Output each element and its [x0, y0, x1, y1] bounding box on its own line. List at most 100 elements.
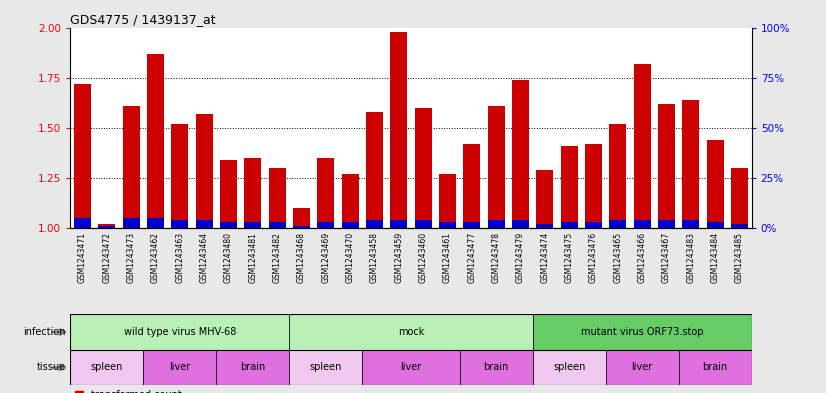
Text: tissue: tissue — [37, 362, 66, 373]
Bar — [171, 220, 188, 228]
Text: GSM1243482: GSM1243482 — [273, 232, 282, 283]
Bar — [366, 112, 383, 228]
Text: GSM1243476: GSM1243476 — [589, 232, 598, 283]
Bar — [293, 226, 310, 228]
Text: GSM1243460: GSM1243460 — [419, 232, 428, 283]
Bar — [585, 222, 602, 228]
Text: GSM1243468: GSM1243468 — [297, 232, 306, 283]
Bar — [220, 222, 237, 228]
Bar — [390, 31, 407, 228]
Bar — [536, 170, 553, 228]
Bar — [366, 220, 383, 228]
Bar — [561, 146, 577, 228]
Text: GSM1243485: GSM1243485 — [735, 232, 744, 283]
Bar — [682, 220, 700, 228]
Bar — [533, 350, 605, 385]
Bar — [74, 218, 91, 228]
Text: GSM1243466: GSM1243466 — [638, 232, 647, 283]
Bar — [220, 160, 237, 228]
Text: GSM1243483: GSM1243483 — [686, 232, 695, 283]
Bar — [634, 220, 651, 228]
Bar — [706, 222, 724, 228]
Bar — [682, 100, 700, 228]
Bar — [706, 140, 724, 228]
Text: GSM1243465: GSM1243465 — [613, 232, 622, 283]
Bar — [658, 220, 675, 228]
Bar — [439, 222, 456, 228]
Bar — [196, 220, 212, 228]
Text: GSM1243463: GSM1243463 — [175, 232, 184, 283]
Text: GSM1243475: GSM1243475 — [565, 232, 573, 283]
Text: infection: infection — [24, 327, 66, 337]
Bar — [415, 108, 432, 228]
Text: spleen: spleen — [310, 362, 342, 373]
Text: brain: brain — [240, 362, 265, 373]
Bar — [561, 222, 577, 228]
Bar — [363, 350, 459, 385]
Bar — [463, 222, 480, 228]
Text: GSM1243469: GSM1243469 — [321, 232, 330, 283]
Bar — [487, 106, 505, 228]
Bar — [439, 174, 456, 228]
Bar — [70, 350, 143, 385]
Bar — [289, 314, 533, 350]
Bar — [536, 224, 553, 228]
Text: brain: brain — [703, 362, 728, 373]
Bar — [634, 64, 651, 228]
Bar — [679, 350, 752, 385]
Bar — [610, 220, 626, 228]
Text: spleen: spleen — [553, 362, 586, 373]
Bar — [244, 158, 261, 228]
Text: GSM1243478: GSM1243478 — [491, 232, 501, 283]
Text: GSM1243462: GSM1243462 — [151, 232, 160, 283]
Text: GSM1243484: GSM1243484 — [710, 232, 719, 283]
Text: brain: brain — [483, 362, 509, 373]
Bar — [342, 174, 358, 228]
Text: GSM1243477: GSM1243477 — [468, 232, 477, 283]
Bar — [74, 84, 91, 228]
Text: mutant virus ORF73.stop: mutant virus ORF73.stop — [581, 327, 704, 337]
Bar — [98, 226, 116, 228]
Bar — [658, 104, 675, 228]
Bar — [512, 80, 529, 228]
Bar — [610, 124, 626, 228]
Bar — [293, 208, 310, 228]
Bar — [268, 222, 286, 228]
Bar — [244, 222, 261, 228]
Bar — [147, 218, 164, 228]
Text: liver: liver — [632, 362, 653, 373]
Text: GSM1243474: GSM1243474 — [540, 232, 549, 283]
Bar — [731, 168, 748, 228]
Text: GSM1243473: GSM1243473 — [126, 232, 135, 283]
Bar — [122, 106, 140, 228]
Text: liver: liver — [401, 362, 421, 373]
Text: GSM1243480: GSM1243480 — [224, 232, 233, 283]
Bar — [731, 224, 748, 228]
Bar — [122, 218, 140, 228]
Text: spleen: spleen — [91, 362, 123, 373]
Bar — [415, 220, 432, 228]
Bar — [143, 350, 216, 385]
Bar — [70, 314, 289, 350]
Bar — [342, 222, 358, 228]
Bar — [196, 114, 212, 228]
Text: GSM1243459: GSM1243459 — [394, 232, 403, 283]
Legend: transformed count, percentile rank within the sample: transformed count, percentile rank withi… — [75, 390, 255, 393]
Text: GSM1243461: GSM1243461 — [443, 232, 452, 283]
Bar — [317, 222, 335, 228]
Text: GSM1243471: GSM1243471 — [78, 232, 87, 283]
Text: GSM1243464: GSM1243464 — [200, 232, 209, 283]
Bar — [463, 144, 480, 228]
Bar — [216, 350, 289, 385]
Bar — [98, 224, 116, 228]
Text: GSM1243479: GSM1243479 — [516, 232, 525, 283]
Text: GSM1243472: GSM1243472 — [102, 232, 112, 283]
Bar — [390, 220, 407, 228]
Text: GSM1243458: GSM1243458 — [370, 232, 379, 283]
Text: mock: mock — [398, 327, 424, 337]
Bar — [487, 220, 505, 228]
Bar — [459, 350, 533, 385]
Bar — [171, 124, 188, 228]
Text: GDS4775 / 1439137_at: GDS4775 / 1439137_at — [70, 13, 216, 26]
Bar — [268, 168, 286, 228]
